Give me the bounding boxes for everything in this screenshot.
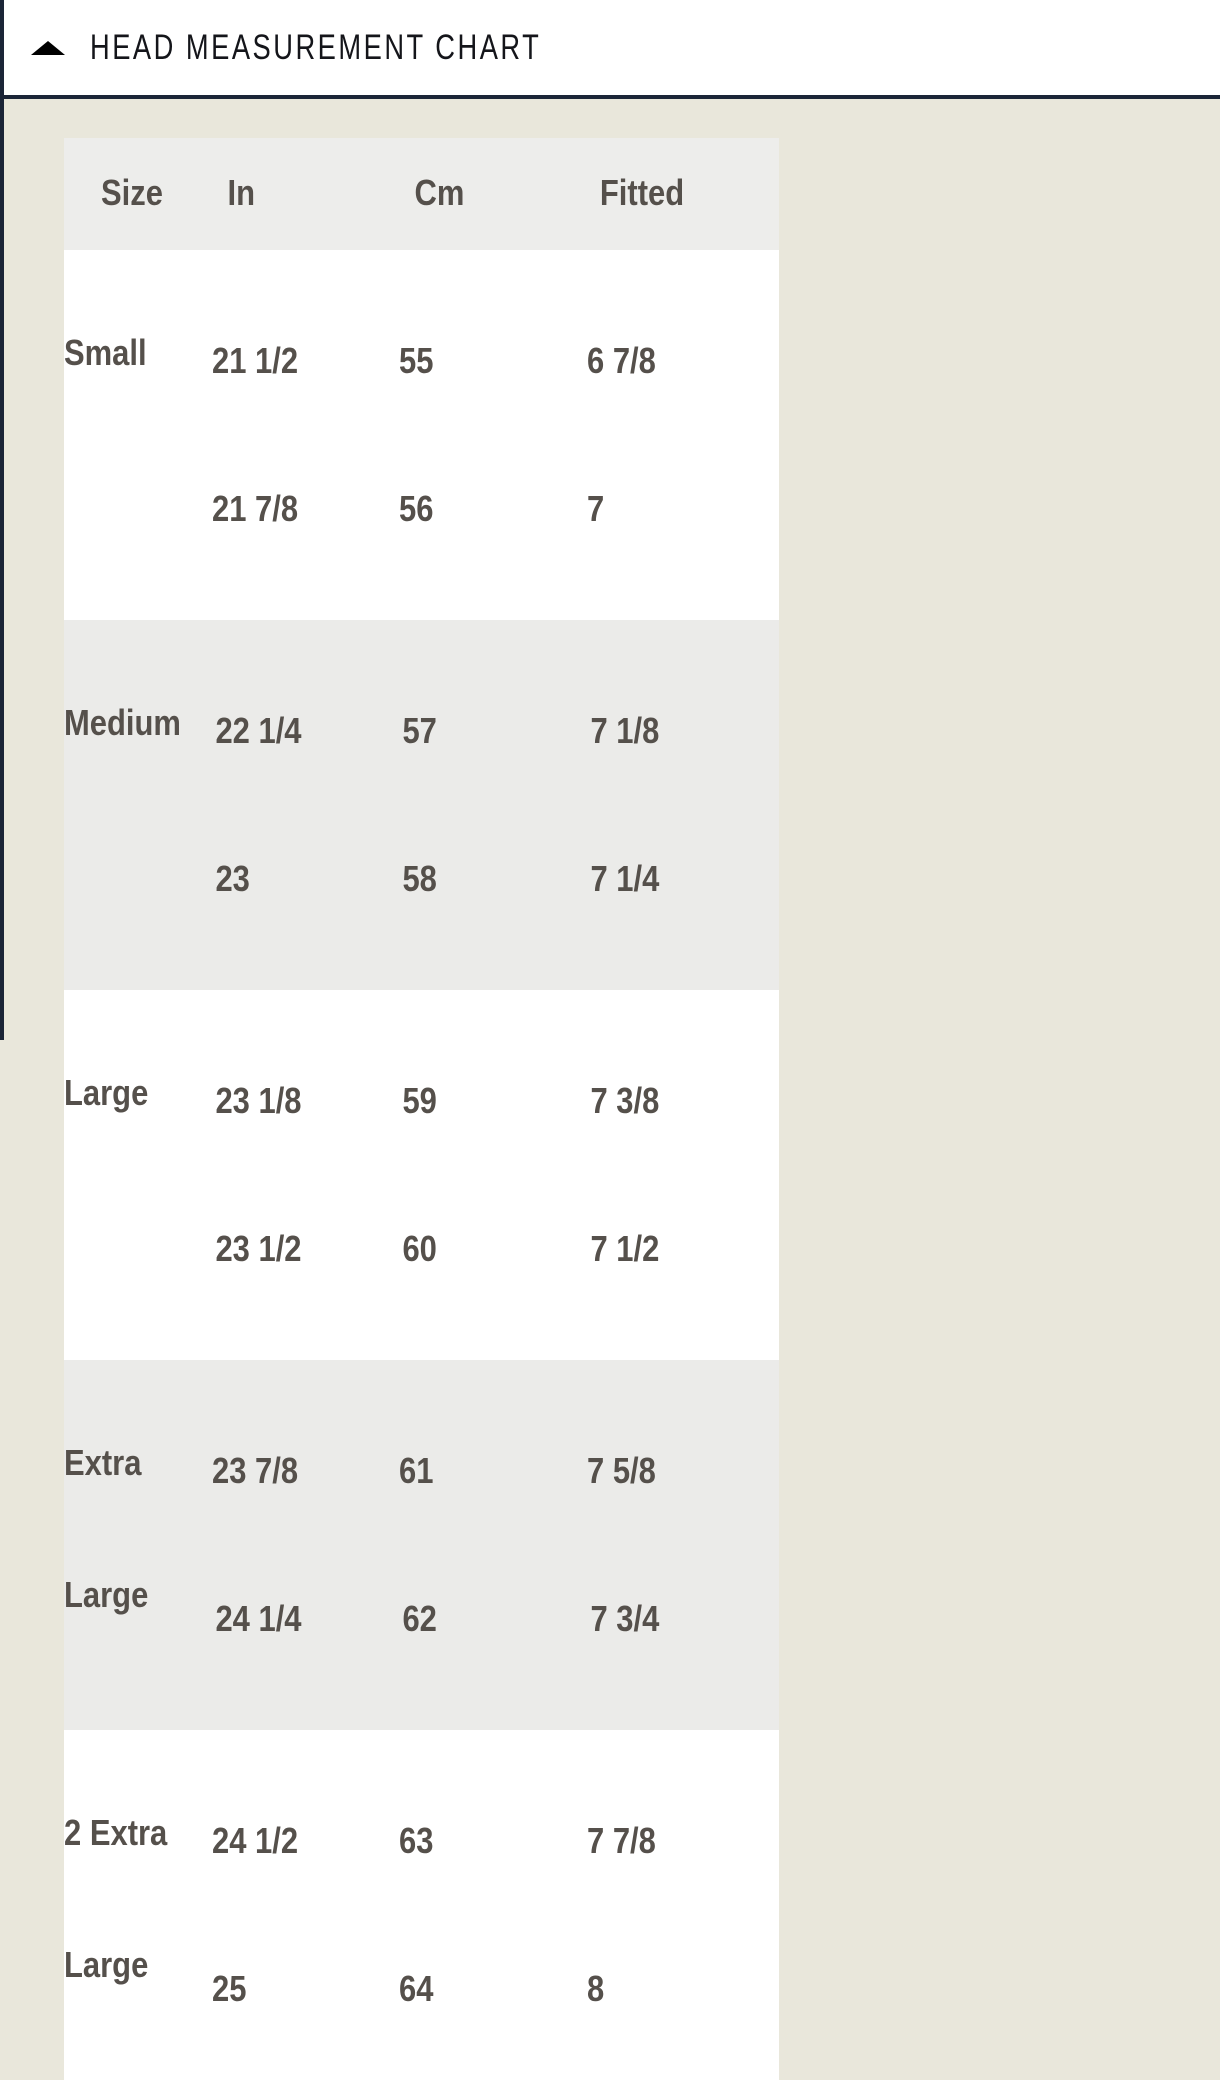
fitted-value-line: 7 3/4 — [590, 1598, 660, 1639]
size-label-line: Large — [64, 1574, 149, 1615]
in-value-line: 23 7/8 — [212, 1450, 299, 1491]
fitted-value-line: 8 — [587, 1968, 605, 2009]
cell-fitted: 7 5/8 7 3/4 — [587, 1360, 779, 1730]
cell-in: 21 1/2 21 7/8 — [212, 250, 399, 620]
cm-value-line: 63 — [399, 1820, 434, 1861]
cell-cm: 57 58 — [399, 620, 587, 990]
cm-value-line: 62 — [402, 1598, 437, 1639]
in-value-line: 24 1/2 — [212, 1820, 299, 1861]
fitted-value-line: 7 5/8 — [587, 1450, 656, 1491]
cm-value-line: 61 — [399, 1450, 434, 1491]
table-row: Small 21 1/2 21 7/8 55 56 6 7/8 7 — [64, 250, 779, 620]
table-body: Small 21 1/2 21 7/8 55 56 6 7/8 7 — [64, 250, 779, 2080]
accordion-header-head-measurement-chart[interactable]: HEAD MEASUREMENT CHART — [4, 0, 1220, 99]
cell-size: Large — [64, 990, 212, 1360]
fitted-value-line: 7 7/8 — [587, 1820, 656, 1861]
in-value-line: 23 — [215, 858, 250, 899]
table-row: Extra Large 23 7/8 24 1/4 61 62 7 5/8 7 … — [64, 1360, 779, 1730]
fitted-value-line: 7 — [587, 488, 605, 529]
cell-in: 22 1/4 23 — [212, 620, 399, 990]
cell-fitted: 7 1/8 7 1/4 — [587, 620, 779, 990]
cell-cm: 59 60 — [399, 990, 587, 1360]
cell-fitted: 7 7/8 8 — [587, 1730, 779, 2080]
fitted-value-line: 7 1/4 — [590, 858, 660, 899]
cell-in: 24 1/2 25 — [212, 1730, 399, 2080]
cell-fitted: 7 3/8 7 1/2 — [587, 990, 779, 1360]
cm-value-line: 58 — [402, 858, 437, 899]
size-label-line: Large — [64, 1072, 149, 1113]
in-value-line: 21 1/2 — [212, 340, 299, 381]
cell-in: 23 7/8 24 1/4 — [212, 1360, 399, 1730]
cell-cm: 63 64 — [399, 1730, 587, 2080]
cell-in: 23 1/8 23 1/2 — [212, 990, 399, 1360]
column-header-cm: Cm — [414, 172, 465, 213]
size-chart-table-container: Size In Cm Fitted Small 21 1/2 21 7/8 — [64, 138, 779, 2080]
cell-size: 2 Extra Large — [64, 1730, 212, 2080]
cm-value-line: 56 — [399, 488, 434, 529]
table-row: Medium 22 1/4 23 57 58 7 1/8 7 1/4 — [64, 620, 779, 990]
column-header-in: In — [227, 172, 255, 213]
cell-fitted: 6 7/8 7 — [587, 250, 779, 620]
cm-value-line: 60 — [402, 1228, 437, 1269]
cm-value-line: 59 — [402, 1080, 437, 1121]
in-value-line: 24 1/4 — [215, 1598, 302, 1639]
fitted-value-line: 6 7/8 — [587, 340, 656, 381]
fitted-value-line: 7 1/2 — [590, 1228, 660, 1269]
column-header-size: Size — [100, 172, 163, 213]
cell-cm: 55 56 — [399, 250, 587, 620]
table-row: Large 23 1/8 23 1/2 59 60 7 3/8 7 1/2 — [64, 990, 779, 1360]
size-label-line: Small — [64, 332, 147, 373]
cell-size: Medium — [64, 620, 212, 990]
size-label-line: Large — [64, 1944, 149, 1985]
table-row: 2 Extra Large 24 1/2 25 63 64 7 7/8 8 — [64, 1730, 779, 2080]
in-value-line: 25 — [212, 1968, 247, 2009]
in-value-line: 23 1/8 — [215, 1080, 302, 1121]
table-header-row: Size In Cm Fitted — [64, 138, 779, 250]
fitted-value-line: 7 1/8 — [590, 710, 660, 751]
cm-value-line: 64 — [399, 1968, 434, 2009]
cm-value-line: 57 — [402, 710, 437, 751]
in-value-line: 21 7/8 — [212, 488, 299, 529]
column-header-fitted: Fitted — [599, 172, 685, 213]
cm-value-line: 55 — [399, 340, 434, 381]
cell-size: Small — [64, 250, 212, 620]
cell-size: Extra Large — [64, 1360, 212, 1730]
size-label-line: 2 Extra — [64, 1812, 168, 1853]
size-label-line: Extra — [64, 1442, 142, 1483]
page-title: HEAD MEASUREMENT CHART — [90, 28, 542, 67]
in-value-line: 23 1/2 — [215, 1228, 302, 1269]
head-measurement-table: Size In Cm Fitted Small 21 1/2 21 7/8 — [64, 138, 779, 2080]
caret-up-icon[interactable] — [31, 40, 65, 55]
cell-cm: 61 62 — [399, 1360, 587, 1730]
fitted-value-line: 7 3/8 — [590, 1080, 660, 1121]
in-value-line: 22 1/4 — [215, 710, 302, 751]
size-label-line: Medium — [64, 702, 181, 743]
